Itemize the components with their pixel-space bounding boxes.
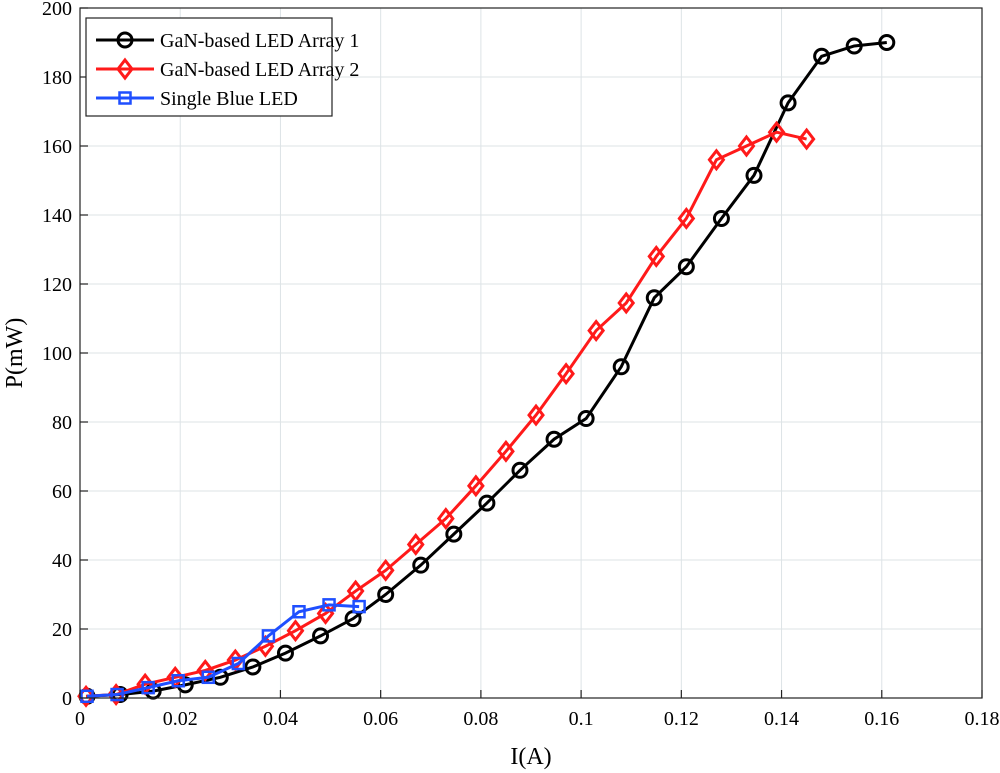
data-point [406,533,425,556]
x-tick-label: 0.02 [163,708,198,730]
data-point [737,134,756,158]
data-point [292,605,306,619]
data-point [878,34,896,51]
y-tick-label: 180 [42,67,72,89]
data-point [352,599,366,614]
x-tick-label: 0.08 [463,708,498,730]
y-tick-label: 120 [42,274,72,296]
x-tick-label: 0.16 [864,708,899,730]
ticks: 0 0.02 0.04 0.06 0.08 0.1 0.12 0.14 0.16 0.18 0 20 4… [42,0,1000,730]
data-point [110,687,124,702]
data-point [261,629,276,643]
x-tick-label: 0.18 [965,708,1000,730]
y-tick-label: 100 [42,343,72,365]
data-point [617,291,636,315]
series-group [77,34,896,708]
data-point [813,47,831,65]
data-point [797,127,816,151]
data-point [712,209,730,227]
data-point [436,507,455,531]
data-point [141,680,155,695]
data-point [466,474,485,498]
data-point [527,403,545,427]
data-point [244,658,262,676]
legend-marker [118,91,132,105]
data-point [196,658,215,682]
data-point [276,644,294,662]
x-tick-label: 0.04 [263,708,298,730]
y-tick-label: 160 [42,136,72,158]
data-point [647,244,666,268]
y-tick-label: 60 [52,481,72,503]
y-tick-label: 140 [42,205,72,227]
x-tick-label: 0 [75,708,85,730]
data-point [645,289,663,307]
data-point [171,674,185,688]
x-tick-label: 0.06 [363,708,398,730]
legend-marker [116,57,134,81]
data-point [677,207,696,230]
data-point [767,120,786,144]
data-point [511,461,529,479]
data-point [779,94,797,112]
series-line [86,41,887,698]
series-3 [80,598,366,704]
legend-entry: GaN-based LED Array 1 [160,30,359,52]
x-tick-label: 0.14 [764,708,799,730]
y-tick-label: 20 [52,619,72,641]
legend: GaN-based LED Array 1 GaN-based LED Array… [85,17,359,117]
series-line [85,130,807,698]
series-line [86,603,360,698]
data-point [478,494,496,512]
x-tick-label: 0.1 [569,708,594,730]
data-point [312,627,330,645]
data-point [497,439,515,463]
y-tick-label: 80 [52,412,72,434]
data-point [677,258,695,276]
data-point [412,556,430,574]
data-point [376,558,395,582]
data-point [176,676,194,694]
data-point [545,430,563,448]
data-point [577,410,595,428]
data-point [557,362,575,386]
data-point [612,358,630,376]
y-tick-label: 0 [62,688,72,710]
legend-entry: Single Blue LED [160,88,298,110]
y-axis-label: P(mW) [2,318,28,389]
data-point [845,37,863,55]
y-tick-label: 200 [42,0,72,20]
x-tick-label: 0.12 [664,708,699,730]
legend-entry: GaN-based LED Array 2 [160,59,359,81]
data-point [377,586,395,603]
data-point [322,598,336,612]
data-point [587,319,606,343]
data-point [707,148,726,172]
data-point [231,656,246,671]
data-point [80,689,94,704]
data-point [201,670,216,685]
data-point [286,619,305,643]
y-tick-label: 40 [52,550,72,572]
x-axis-label: I(A) [510,744,551,770]
series-2 [77,120,816,708]
data-point [445,525,463,543]
legend-marker [116,31,134,49]
data-point [745,166,763,184]
